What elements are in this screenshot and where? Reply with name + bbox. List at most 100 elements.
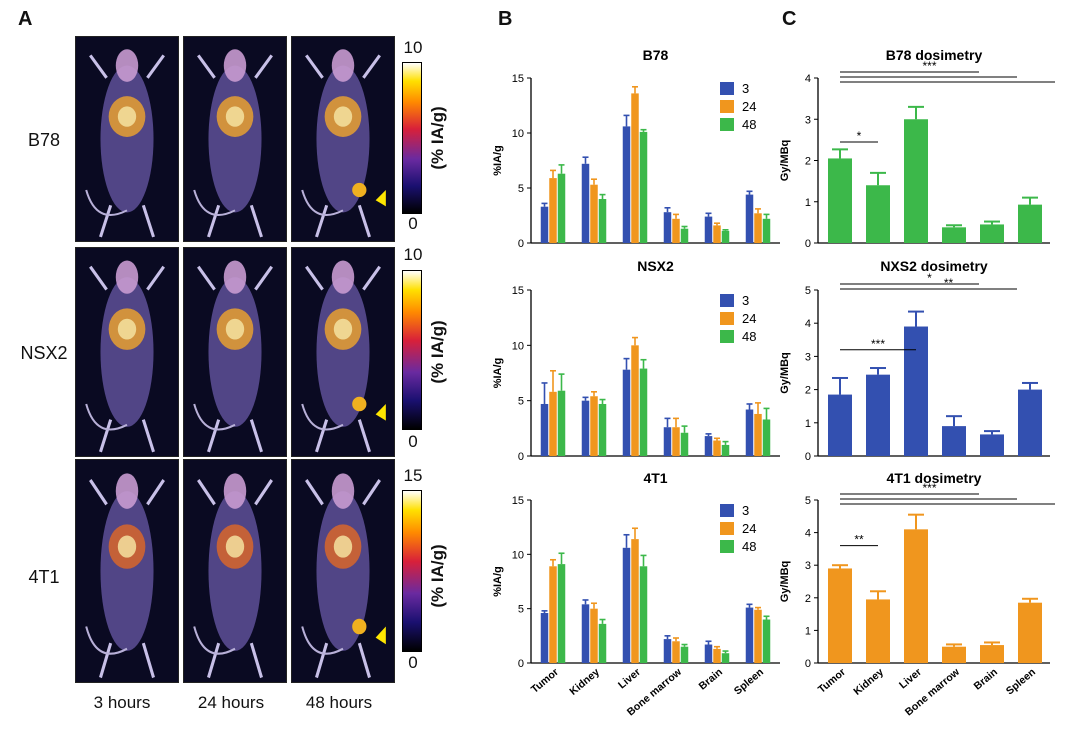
bar xyxy=(721,230,730,243)
scan-body xyxy=(208,491,262,651)
bar xyxy=(557,564,566,663)
scan-limbs xyxy=(89,265,165,453)
y-tick-label: 5 xyxy=(518,604,524,616)
y-tick-label: 3 xyxy=(805,114,811,126)
legend-label: 3 xyxy=(742,293,749,308)
y-tick-label: 10 xyxy=(512,128,524,140)
time-label-24h: 24 hours xyxy=(197,693,265,712)
scan-limbs xyxy=(305,479,381,679)
y-tick-label: 5 xyxy=(805,495,811,507)
scan-head xyxy=(115,473,139,509)
scan-tumor xyxy=(352,182,367,198)
scan-image xyxy=(183,247,287,457)
significance-label: *** xyxy=(871,337,885,351)
scan-limbs xyxy=(197,54,273,238)
colorbar-3-min: 0 xyxy=(408,653,418,672)
x-tick-label: Spleen xyxy=(1004,666,1038,697)
legend-label: 24 xyxy=(742,311,756,326)
bar xyxy=(704,644,713,663)
colorbar-1 xyxy=(402,62,422,214)
scan-image xyxy=(291,36,395,242)
panel-letter-c: C xyxy=(782,8,797,30)
bar xyxy=(581,163,590,243)
bar xyxy=(866,374,890,456)
chart-title: NXS2 dosimetry xyxy=(880,258,988,274)
y-tick-label: 15 xyxy=(512,285,524,297)
scan-body xyxy=(100,491,154,651)
scan-head xyxy=(331,49,355,82)
colorbar-1-max: 10 xyxy=(403,38,423,57)
y-tick-label: 1 xyxy=(805,625,811,637)
y-tick-label: 4 xyxy=(805,528,811,540)
scan-tail xyxy=(193,626,236,655)
scan-head xyxy=(223,260,247,294)
bar xyxy=(866,185,890,243)
y-tick-label: 2 xyxy=(805,385,811,397)
significance-label: ** xyxy=(854,533,864,547)
scan-hotspot xyxy=(117,106,137,127)
scan-image xyxy=(75,247,179,457)
bar xyxy=(549,178,557,243)
scan-body xyxy=(100,277,154,427)
scan-hotspot xyxy=(333,318,353,340)
scan-hotspot xyxy=(225,318,245,340)
scan-tail xyxy=(301,626,344,655)
y-tick-label: 1 xyxy=(805,418,811,430)
legend-swatch xyxy=(720,118,734,131)
time-label-48h: 48 hours xyxy=(305,693,373,712)
scan-head xyxy=(115,49,139,82)
bar xyxy=(672,218,680,243)
scan-body xyxy=(316,277,370,427)
legend-label: 24 xyxy=(742,99,756,114)
legend-label: 48 xyxy=(742,117,756,132)
chart-title: B78 dosimetry xyxy=(886,47,983,63)
scan-body xyxy=(100,65,154,213)
legend-label: 48 xyxy=(742,539,756,554)
x-tick-label: Liver xyxy=(616,666,643,691)
bar xyxy=(745,607,754,663)
scan-hotspot xyxy=(225,535,245,558)
bar xyxy=(598,623,607,663)
scan-hotspot xyxy=(333,106,353,127)
y-tick-label: 5 xyxy=(518,183,524,195)
scan-head xyxy=(331,473,355,509)
scan-tail xyxy=(301,189,344,216)
scan-head xyxy=(223,473,247,509)
x-tick-label: Spleen xyxy=(732,666,766,697)
scan-hotspot xyxy=(117,535,137,558)
bar xyxy=(663,427,672,456)
bar xyxy=(680,228,689,243)
bar xyxy=(598,199,607,243)
y-tick-label: 5 xyxy=(805,285,811,297)
bar xyxy=(704,216,713,243)
bar xyxy=(598,403,607,456)
row-label-nsx2: NSX2 xyxy=(20,343,68,363)
bar xyxy=(639,368,648,456)
bar xyxy=(762,619,771,663)
scan-tail xyxy=(193,189,236,216)
legend-label: 24 xyxy=(742,521,756,536)
scan-limbs xyxy=(197,265,273,453)
y-tick-label: 0 xyxy=(518,451,524,463)
bar xyxy=(590,608,598,663)
bar xyxy=(713,225,721,243)
bar xyxy=(721,653,730,663)
x-tick-label: Brain xyxy=(972,666,1000,692)
y-axis-label: %IA/g xyxy=(492,145,504,176)
bar xyxy=(754,413,762,456)
legend-swatch xyxy=(720,100,734,113)
bar xyxy=(590,396,598,456)
bar xyxy=(672,641,680,663)
x-tick-label: Tumor xyxy=(816,666,848,696)
bar xyxy=(980,224,1004,243)
legend-swatch xyxy=(720,522,734,535)
bar xyxy=(663,212,672,243)
bar xyxy=(754,213,762,243)
y-tick-label: 10 xyxy=(512,549,524,561)
chart-title: 4T1 xyxy=(643,470,667,486)
bar xyxy=(762,218,771,243)
tumor-arrow-icon xyxy=(375,190,386,207)
row-label-b78: B78 xyxy=(27,130,61,150)
scan-head xyxy=(223,49,247,82)
y-tick-label: 2 xyxy=(805,156,811,168)
